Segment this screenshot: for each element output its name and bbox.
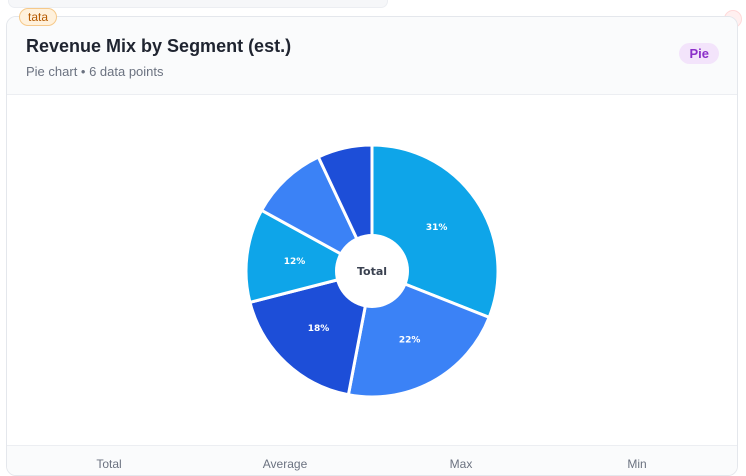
center-label: Total	[357, 265, 387, 278]
donut-hole	[335, 234, 409, 308]
pie-slice-3[interactable]	[244, 208, 377, 305]
chart-subtitle: Pie chart • 6 data points	[26, 64, 164, 79]
stat-average-label: Average	[262, 457, 308, 471]
chart-type-badge[interactable]: Pie	[679, 43, 719, 64]
stat-max-label: Max	[449, 457, 473, 471]
slice-data-label-2: 18%	[308, 324, 330, 334]
pie-slice-2[interactable]	[248, 268, 374, 397]
previous-card-edge	[8, 0, 388, 8]
pie-slice-4[interactable]	[259, 154, 376, 275]
pie-chart: Total 31% 22% 18% 12%	[244, 143, 500, 399]
page-title: Revenue Mix by Segment (est.)	[26, 36, 292, 56]
chart-card: Revenue Mix by Segment (est.) Pie chart …	[6, 16, 738, 476]
stat-min-label: Min	[627, 457, 647, 471]
stat-total-label: Total	[96, 457, 122, 471]
stats-bar: Total Average Max Min	[7, 445, 737, 475]
tag-badge: tata	[19, 8, 58, 26]
slice-data-label-1: 22%	[399, 335, 421, 345]
slice-data-label-3: 12%	[284, 257, 306, 267]
slice-data-label-0: 31%	[426, 223, 448, 233]
card-header: Revenue Mix by Segment (est.) Pie chart …	[7, 17, 737, 95]
